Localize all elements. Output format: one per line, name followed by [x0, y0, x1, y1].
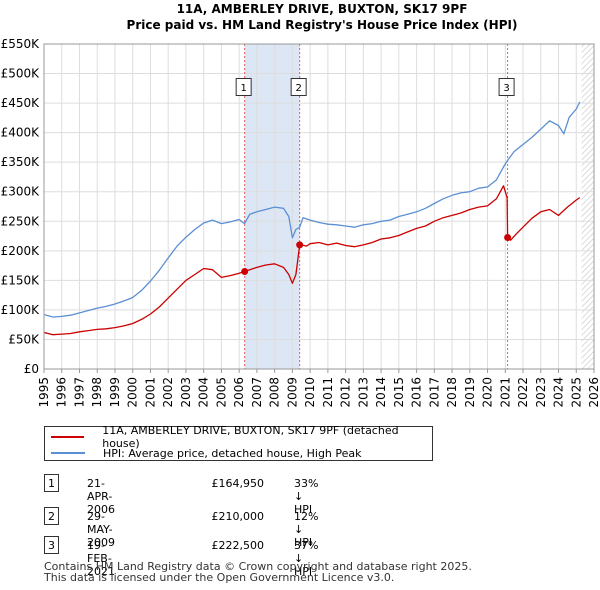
hpi-line	[44, 101, 581, 318]
y-tick-label: £250K	[1, 214, 41, 228]
x-tick-label: 2002	[161, 377, 175, 408]
shaded-period	[244, 44, 300, 369]
y-tick-label: £0	[24, 362, 39, 376]
y-tick-label: £50K	[8, 332, 40, 346]
x-tick-label: 2019	[463, 377, 477, 408]
series-lines	[44, 101, 581, 336]
chart-title-line2: Price paid vs. HM Land Registry's House …	[127, 18, 518, 32]
x-tick-label: 2020	[481, 377, 495, 408]
x-tick-label: 2003	[179, 377, 193, 408]
sale-label: 2	[295, 83, 301, 94]
transaction-number: 3	[44, 536, 59, 554]
y-tick-label: £350K	[1, 155, 41, 169]
sale-label: 3	[503, 83, 509, 94]
transaction-price: £210,000	[211, 510, 265, 523]
legend-item-property: 11A, AMBERLEY DRIVE, BUXTON, SK17 9PF (d…	[51, 424, 432, 450]
legend: 11A, AMBERLEY DRIVE, BUXTON, SK17 9PF (d…	[44, 424, 433, 461]
y-tick-label: £500K	[1, 67, 41, 81]
x-tick-label: 2023	[534, 377, 548, 408]
transaction-number: 1	[44, 474, 59, 492]
y-tick-label: £200K	[1, 244, 41, 258]
x-tick-label: 2017	[427, 377, 441, 408]
x-tick-label: 2007	[250, 377, 264, 408]
sale-label-box	[498, 78, 515, 96]
sale-point	[241, 268, 249, 276]
legend-label-property: 11A, AMBERLEY DRIVE, BUXTON, SK17 9PF (d…	[102, 424, 399, 450]
x-tick-label: 2012	[339, 377, 353, 408]
transaction-date: 29-MAY-2009	[87, 510, 115, 549]
transaction-price: £222,500	[211, 539, 265, 552]
sale-point	[504, 234, 512, 242]
future-hatch	[581, 44, 594, 369]
x-tick-label: 2010	[303, 377, 317, 408]
price-chart: 11A, AMBERLEY DRIVE, BUXTON, SK17 9PF Pr…	[1, 2, 600, 408]
x-tick-label: 1996	[55, 377, 69, 408]
x-tick-label: 2013	[356, 377, 370, 408]
x-tick-label: 2015	[392, 377, 406, 408]
transaction-hpi-diff: 12% ↓ HPI	[294, 510, 319, 549]
x-tick-label: 2025	[569, 377, 583, 408]
transaction-hpi-diff: 33% ↓ HPI	[294, 477, 319, 516]
x-tick-label: 2024	[552, 377, 566, 408]
x-tick-label: 2005	[214, 377, 228, 408]
y-tick-label: £150K	[1, 273, 41, 287]
plot-background	[244, 44, 594, 369]
x-tick-label: 1998	[90, 377, 104, 408]
legend-swatch-property	[51, 436, 85, 438]
y-tick-label: £100K	[1, 303, 41, 317]
footer-line1: Contains HM Land Registry data © Crown c…	[44, 560, 472, 573]
sale-label-box	[235, 78, 252, 96]
y-tick-label: £400K	[1, 126, 41, 140]
x-tick-label: 2026	[587, 377, 600, 408]
x-tick-label: 2001	[143, 377, 157, 408]
x-tick-label: 2000	[126, 377, 140, 408]
chart-title-line1: 11A, AMBERLEY DRIVE, BUXTON, SK17 9PF	[177, 2, 468, 16]
x-tick-label: 1999	[108, 377, 122, 408]
x-tick-label: 2008	[268, 377, 282, 408]
transaction-number: 2	[44, 507, 59, 525]
x-tick-label: 2006	[232, 377, 246, 408]
axes: £0 £50K £100K £150K £200K £250K £300K £350K £400…	[1, 37, 600, 408]
x-tick-label: 2018	[445, 377, 459, 408]
footer-line2: This data is licensed under the Open Gov…	[44, 571, 395, 584]
transaction-date: 19-FEB-2021	[87, 539, 115, 578]
sale-label: 1	[240, 83, 246, 94]
y-tick-label: £300K	[1, 185, 41, 199]
legend-item-hpi: HPI: Average price, detached house, High…	[51, 445, 362, 461]
legend-swatch-hpi	[51, 452, 85, 454]
x-tick-label: 2016	[410, 377, 424, 408]
y-tick-label: £550K	[1, 37, 41, 51]
sale-label-box	[290, 78, 307, 96]
y-tick-label: £450K	[1, 96, 41, 110]
property-price-line	[44, 185, 581, 336]
x-tick-label: 1995	[37, 377, 51, 408]
x-tick-label: 2014	[374, 377, 388, 408]
transaction-hpi-diff: 37% ↓ HPI	[294, 539, 319, 578]
x-tick-label: 2004	[197, 377, 211, 408]
plot-frame	[43, 43, 595, 370]
x-tick-label: 2011	[321, 377, 335, 408]
transaction-price: £164,950	[211, 477, 265, 490]
x-tick-label: 2009	[285, 377, 299, 408]
sale-markers: 1 2 3	[235, 78, 515, 276]
x-tick-label: 2021	[498, 377, 512, 408]
x-tick-label: 2022	[516, 377, 530, 408]
transaction-date: 21-APR-2006	[87, 477, 115, 516]
legend-label-hpi: HPI: Average price, detached house, High…	[103, 446, 362, 460]
footer-attribution: Contains HM Land Registry data © Crown c…	[44, 561, 472, 583]
sale-point	[296, 241, 304, 249]
x-tick-label: 1997	[72, 377, 86, 408]
